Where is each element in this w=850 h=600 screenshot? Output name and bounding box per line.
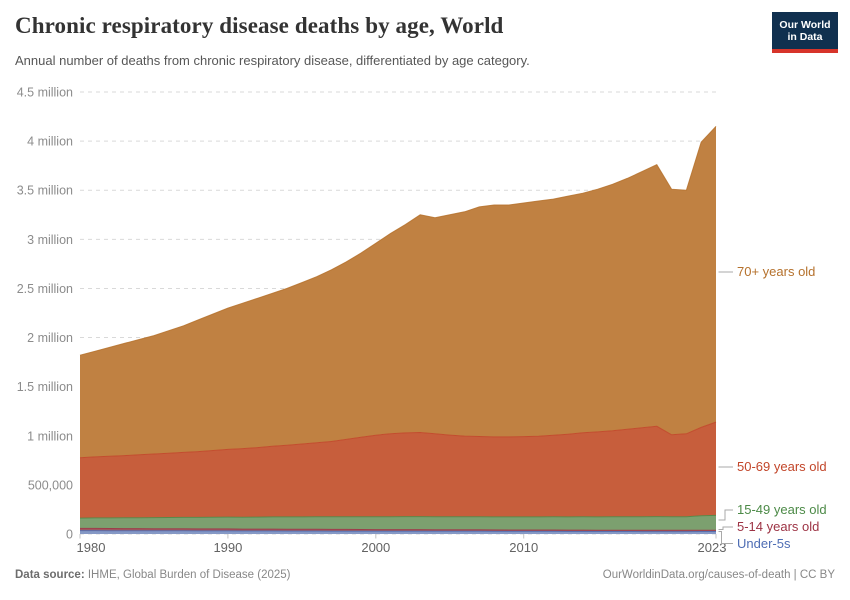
y-tick-label: 500,000 (28, 478, 73, 492)
legend-connector-line (718, 526, 733, 530)
x-tick-label: 2023 (698, 540, 727, 555)
x-tick-label: 1990 (213, 540, 242, 555)
footer-link[interactable]: OurWorldinData.org/causes-of-death | CC … (602, 569, 835, 581)
legend-label-50-69[interactable]: 50-69 years old (737, 459, 827, 474)
legend-connector-line (718, 531, 733, 544)
footer-source: Data source: IHME, Global Burden of Dise… (15, 569, 291, 581)
footer-source-value: IHME, Global Burden of Disease (2025) (84, 569, 291, 581)
y-tick-label: 1 million (27, 429, 73, 443)
series-line-70-years-old (79, 126, 717, 356)
area-50-69-years-old[interactable] (80, 422, 716, 519)
legend-label-15-49[interactable]: 15-49 years old (737, 502, 827, 517)
owid-logo-line2: in Data (787, 30, 823, 43)
legend-label-under5s[interactable]: Under-5s (737, 536, 791, 551)
legend-connector-line (718, 509, 733, 521)
y-tick-label: 2 million (27, 331, 73, 345)
owid-logo-line1: Our World (779, 18, 831, 31)
y-tick-label: 4 million (27, 135, 73, 149)
x-tick-label: 2000 (361, 540, 390, 555)
x-tick-label: 1980 (77, 540, 106, 555)
chart-subtitle: Annual number of deaths from chronic res… (15, 53, 530, 68)
legend-label-5-14[interactable]: 5-14 years old (737, 519, 820, 534)
y-tick-label: 3 million (27, 233, 73, 247)
y-tick-label: 0 (66, 528, 73, 542)
y-tick-label: 2.5 million (17, 282, 73, 296)
page-title: Chronic respiratory disease deaths by ag… (15, 13, 504, 38)
series-line-50-69-years-old (79, 421, 717, 459)
area-15-49-years-old[interactable] (80, 515, 716, 531)
y-tick-label: 3.5 million (17, 184, 73, 198)
y-tick-label: 4.5 million (17, 86, 73, 100)
footer-source-label: Data source: (15, 569, 85, 581)
x-tick-label: 2010 (509, 540, 538, 555)
legend-label-70plus[interactable]: 70+ years old (737, 264, 816, 279)
series-line-under-5s (80, 530, 716, 533)
series-line-5-14-years-old (80, 527, 716, 531)
owid-logo[interactable]: Our World in Data (772, 12, 838, 53)
y-tick-label: 1.5 million (17, 380, 73, 394)
area-70-years-old[interactable] (80, 126, 716, 458)
series-line-15-49-years-old (79, 514, 717, 519)
